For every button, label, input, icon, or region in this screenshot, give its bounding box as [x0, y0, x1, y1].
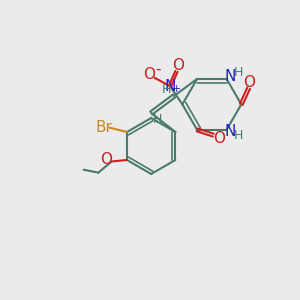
Text: H: H — [234, 129, 244, 142]
Text: +: + — [172, 84, 181, 94]
Text: N: N — [224, 124, 236, 139]
Text: O: O — [143, 68, 155, 82]
Text: N: N — [164, 79, 176, 94]
Text: Br: Br — [95, 119, 112, 134]
Text: O: O — [172, 58, 184, 73]
Text: N: N — [224, 69, 236, 84]
Text: -: - — [155, 61, 161, 76]
Text: O: O — [100, 152, 112, 167]
Text: H: H — [234, 67, 244, 80]
Text: O: O — [213, 130, 225, 146]
Text: H: H — [162, 83, 172, 96]
Text: H: H — [153, 113, 162, 126]
Text: O: O — [243, 75, 255, 90]
